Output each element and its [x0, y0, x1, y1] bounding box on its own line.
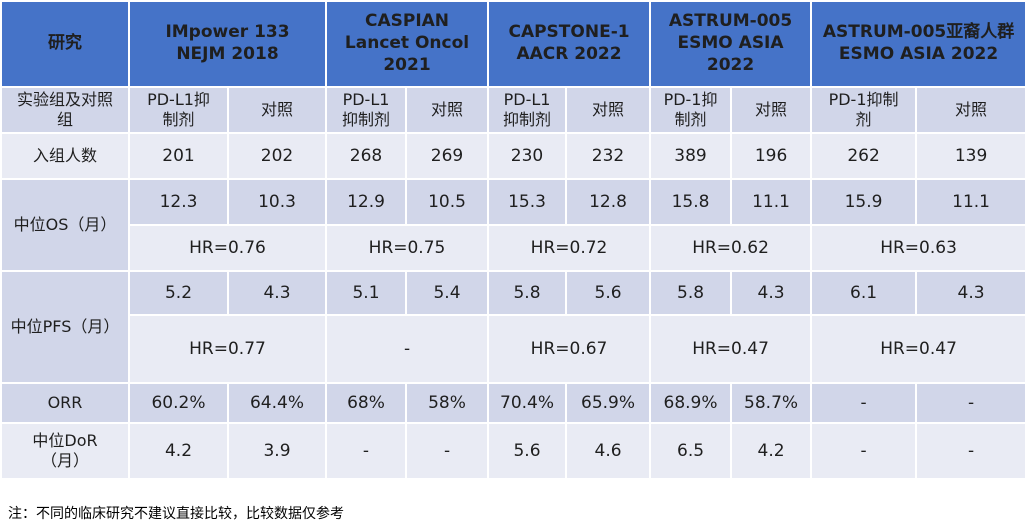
arm-cell: 对照 [915, 86, 1025, 134]
dor-row: 中位DoR （月） 4.2 3.9 - - 5.6 4.6 6.5 4.2 - … [0, 422, 1025, 480]
enrollment-cell: 202 [227, 132, 327, 180]
study-header-astrum005-asian: ASTRUM-005亚裔人群 ESMO ASIA 2022 [810, 0, 1025, 88]
os-cell: 12.9 [325, 178, 407, 226]
orr-cell: 65.9% [565, 382, 652, 424]
orr-cell: 68% [325, 382, 407, 424]
dor-cell: 4.2 [730, 422, 813, 480]
os-cell: 12.8 [565, 178, 652, 226]
orr-cell: 68.9% [649, 382, 733, 424]
os-hr-cell: HR=0.76 [128, 224, 327, 272]
orr-cell: 58.7% [730, 382, 813, 424]
row-label-median-dor: 中位DoR （月） [0, 422, 130, 480]
orr-cell: 64.4% [227, 382, 327, 424]
row-label-enrollment: 入组人数 [0, 132, 130, 180]
study-header-astrum005: ASTRUM-005 ESMO ASIA 2022 [649, 0, 813, 88]
row-label-median-pfs: 中位PFS（月） [0, 270, 130, 384]
arm-cell: 对照 [730, 86, 813, 134]
enrollment-cell: 389 [649, 132, 733, 180]
pfs-cell: 5.2 [128, 270, 229, 316]
os-values-row: 中位OS（月） 12.3 10.3 12.9 10.5 15.3 12.8 15… [0, 178, 1025, 272]
os-cell: 12.3 [128, 178, 229, 226]
study-header-impower133: IMpower 133 NEJM 2018 [128, 0, 327, 88]
study-header-caspian: CASPIAN Lancet Oncol 2021 [324, 0, 490, 88]
arm-cell: PD-L1 抑制剂 [325, 86, 407, 134]
arm-cell: 对照 [565, 86, 652, 134]
arms-row: 实验组及对照 组 PD-L1抑 制剂 对照 PD-L1 抑制剂 对照 PD-L1… [0, 86, 1025, 134]
enrollment-cell: 262 [810, 132, 918, 180]
study-header-capstone1: CAPSTONE-1 AACR 2022 [487, 0, 652, 88]
os-cell: 15.8 [649, 178, 733, 226]
os-hr-cell: HR=0.62 [649, 224, 813, 272]
orr-cell: 70.4% [487, 382, 568, 424]
dor-cell: 4.2 [128, 422, 229, 480]
pfs-cell: 5.1 [325, 270, 407, 316]
os-cell: 11.1 [915, 178, 1025, 226]
os-hr-row: HR=0.76 HR=0.75 HR=0.72 HR=0.62 HR=0.63 [1, 224, 1025, 272]
orr-row: ORR 60.2% 64.4% 68% 58% 70.4% 65.9% 68.9… [0, 382, 1025, 424]
arm-cell: 对照 [227, 86, 327, 134]
enrollment-cell: 269 [404, 132, 490, 180]
pfs-hr-cell: HR=0.47 [649, 314, 813, 384]
os-cell: 10.3 [227, 178, 327, 226]
dor-cell: 3.9 [227, 422, 327, 480]
arm-cell: PD-1抑 制剂 [649, 86, 733, 134]
enrollment-cell: 232 [565, 132, 652, 180]
arm-cell: PD-L1 抑制剂 [487, 86, 568, 134]
arm-cell: PD-1抑制 剂 [810, 86, 918, 134]
pfs-hr-row: HR=0.77 - HR=0.67 HR=0.47 HR=0.47 [1, 314, 1025, 384]
enrollment-cell: 139 [915, 132, 1025, 180]
table-header-row: 研究 IMpower 133 NEJM 2018 CASPIAN Lancet … [0, 0, 1025, 88]
os-hr-cell: HR=0.63 [810, 224, 1025, 272]
pfs-cell: 4.3 [227, 270, 327, 316]
pfs-cell: 5.8 [649, 270, 733, 316]
enrollment-cell: 268 [325, 132, 407, 180]
dor-cell: - [325, 422, 407, 480]
dor-cell: - [404, 422, 490, 480]
os-cell: 15.3 [487, 178, 568, 226]
arm-cell: 对照 [404, 86, 490, 134]
corner-header-study: 研究 [0, 0, 130, 88]
dor-cell: - [915, 422, 1025, 480]
enrollment-cell: 201 [128, 132, 229, 180]
orr-cell: 58% [404, 382, 490, 424]
pfs-hr-cell: - [324, 314, 490, 384]
pfs-values-row: 中位PFS（月） 5.2 4.3 5.1 5.4 5.8 5.6 5.8 4.3… [0, 270, 1025, 384]
pfs-cell: 4.3 [915, 270, 1025, 316]
os-cell: 11.1 [730, 178, 813, 226]
dor-cell: 4.6 [565, 422, 652, 480]
enrollment-cell: 230 [487, 132, 568, 180]
enrollment-cell: 196 [730, 132, 813, 180]
row-label-median-os: 中位OS（月） [0, 178, 130, 272]
dor-cell: - [810, 422, 918, 480]
os-cell: 10.5 [404, 178, 490, 226]
os-hr-cell: HR=0.75 [324, 224, 490, 272]
pfs-hr-cell: HR=0.77 [128, 314, 327, 384]
pfs-cell: 6.1 [810, 270, 918, 316]
arm-cell: PD-L1抑 制剂 [128, 86, 229, 134]
dor-cell: 6.5 [649, 422, 733, 480]
row-label-arms: 实验组及对照 组 [0, 86, 130, 134]
enrollment-row: 入组人数 201 202 268 269 230 232 389 196 262… [0, 132, 1025, 180]
orr-cell: 60.2% [128, 382, 229, 424]
footnote-text: 注：不同的临床研究不建议直接比较，比较数据仅参考 [8, 506, 344, 522]
pfs-cell: 5.6 [565, 270, 652, 316]
orr-cell: - [810, 382, 918, 424]
clinical-trial-comparison-table: 研究 IMpower 133 NEJM 2018 CASPIAN Lancet … [0, 0, 1025, 480]
pfs-hr-cell: HR=0.67 [487, 314, 652, 384]
dor-cell: 5.6 [487, 422, 568, 480]
orr-cell: - [915, 382, 1025, 424]
pfs-cell: 5.4 [404, 270, 490, 316]
pfs-hr-cell: HR=0.47 [810, 314, 1025, 384]
row-label-orr: ORR [0, 382, 130, 424]
os-hr-cell: HR=0.72 [487, 224, 652, 272]
pfs-cell: 4.3 [730, 270, 813, 316]
os-cell: 15.9 [810, 178, 918, 226]
pfs-cell: 5.8 [487, 270, 568, 316]
